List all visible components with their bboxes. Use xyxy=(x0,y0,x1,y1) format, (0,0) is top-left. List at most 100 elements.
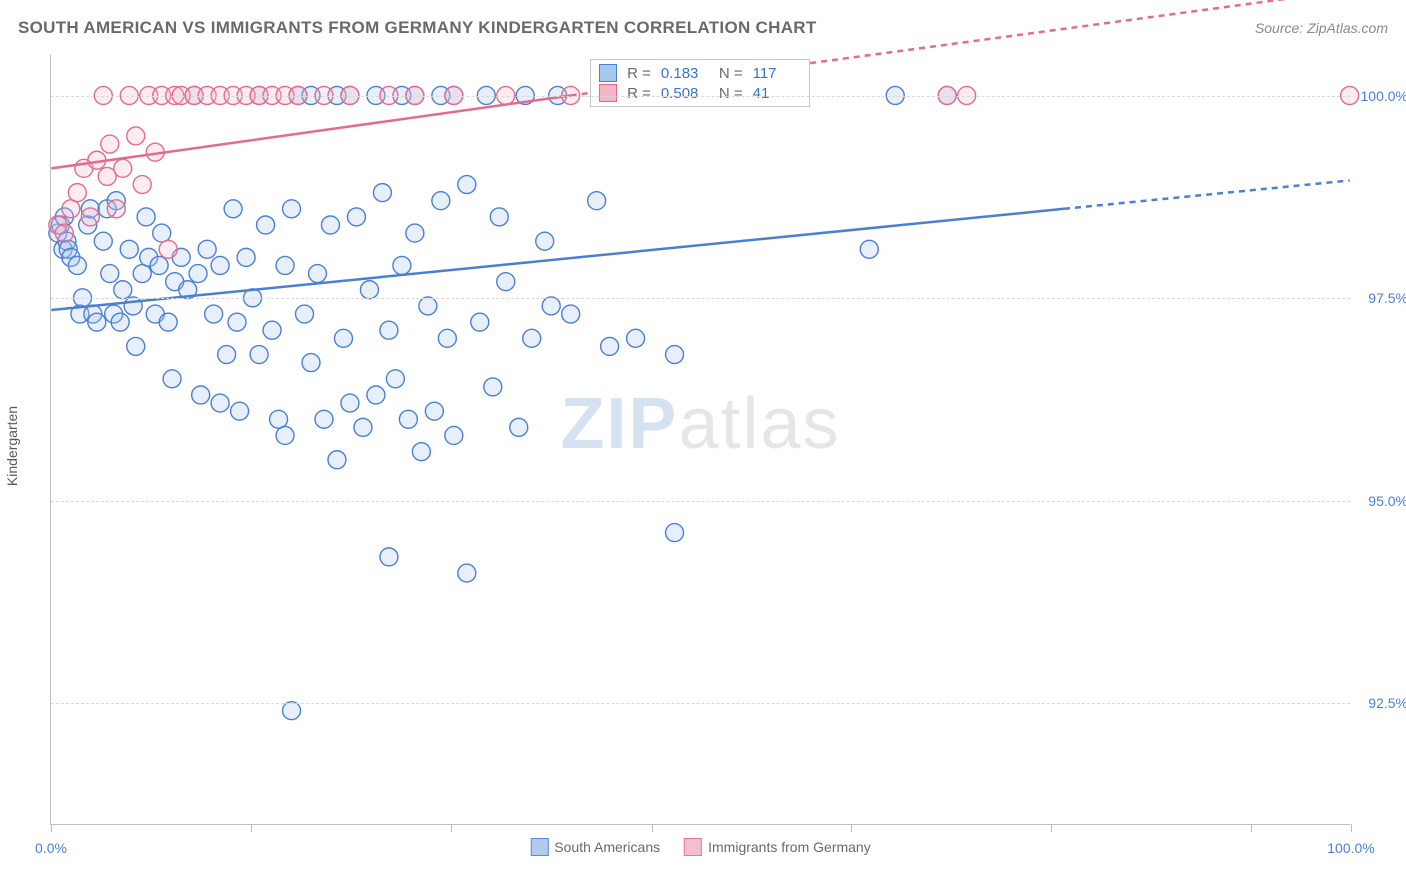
scatter-point xyxy=(211,256,229,274)
scatter-point xyxy=(380,548,398,566)
scatter-point xyxy=(412,443,430,461)
x-tick xyxy=(1351,824,1352,832)
legend-item: South Americans xyxy=(530,838,660,856)
scatter-point xyxy=(406,224,424,242)
scatter-point xyxy=(276,426,294,444)
scatter-point xyxy=(263,321,281,339)
scatter-point xyxy=(133,265,151,283)
scatter-point xyxy=(386,370,404,388)
scatter-point xyxy=(211,394,229,412)
x-tick xyxy=(451,824,452,832)
chart-source: Source: ZipAtlas.com xyxy=(1255,20,1388,36)
scatter-point xyxy=(127,127,145,145)
scatter-point xyxy=(114,159,132,177)
scatter-point xyxy=(666,524,684,542)
scatter-point xyxy=(228,313,246,331)
scatter-point xyxy=(860,240,878,258)
scatter-point xyxy=(334,329,352,347)
scatter-point xyxy=(562,305,580,323)
scatter-point xyxy=(367,386,385,404)
y-tick-label: 97.5% xyxy=(1356,290,1406,306)
scatter-point xyxy=(94,232,112,250)
gridline xyxy=(51,703,1350,704)
trend-line-dashed xyxy=(1064,180,1350,208)
stats-box: R =0.183N =117R =0.508N =41 xyxy=(590,59,810,107)
stats-swatch xyxy=(599,84,617,102)
scatter-point xyxy=(159,240,177,258)
scatter-point xyxy=(510,418,528,436)
scatter-point xyxy=(341,394,359,412)
scatter-point xyxy=(68,256,86,274)
x-tick xyxy=(851,824,852,832)
scatter-point xyxy=(588,192,606,210)
scatter-point xyxy=(189,265,207,283)
stats-n-label: N = xyxy=(719,65,743,82)
scatter-point xyxy=(88,313,106,331)
stats-row: R =0.183N =117 xyxy=(599,64,801,82)
scatter-point xyxy=(399,410,417,428)
stats-swatch xyxy=(599,64,617,82)
scatter-point xyxy=(218,346,236,364)
scatter-point xyxy=(432,192,450,210)
scatter-point xyxy=(666,346,684,364)
scatter-point xyxy=(296,305,314,323)
scatter-point xyxy=(438,329,456,347)
x-tick xyxy=(251,824,252,832)
scatter-point xyxy=(315,410,333,428)
scatter-point xyxy=(124,297,142,315)
scatter-point xyxy=(101,135,119,153)
scatter-point xyxy=(484,378,502,396)
gridline xyxy=(51,96,1350,97)
scatter-point xyxy=(159,313,177,331)
scatter-point xyxy=(127,337,145,355)
scatter-point xyxy=(68,184,86,202)
scatter-point xyxy=(153,224,171,242)
scatter-point xyxy=(81,208,99,226)
trend-line xyxy=(51,209,1064,310)
scatter-point xyxy=(458,176,476,194)
scatter-point xyxy=(224,200,242,218)
scatter-point xyxy=(425,402,443,420)
scatter-point xyxy=(380,321,398,339)
x-tick-label: 100.0% xyxy=(1327,840,1374,856)
scatter-point xyxy=(137,208,155,226)
scatter-point xyxy=(257,216,275,234)
scatter-point xyxy=(347,208,365,226)
scatter-point xyxy=(101,265,119,283)
scatter-point xyxy=(627,329,645,347)
stats-n-value: 41 xyxy=(753,85,801,102)
legend-swatch xyxy=(530,838,548,856)
scatter-point xyxy=(114,281,132,299)
x-tick xyxy=(1051,824,1052,832)
scatter-point xyxy=(458,564,476,582)
scatter-point xyxy=(205,305,223,323)
scatter-point xyxy=(536,232,554,250)
y-tick-label: 100.0% xyxy=(1356,88,1406,104)
gridline xyxy=(51,298,1350,299)
chart-header: SOUTH AMERICAN VS IMMIGRANTS FROM GERMAN… xyxy=(18,18,1388,38)
scatter-point xyxy=(373,184,391,202)
scatter-point xyxy=(198,240,216,258)
y-tick-label: 95.0% xyxy=(1356,493,1406,509)
scatter-point xyxy=(133,176,151,194)
scatter-point xyxy=(393,256,411,274)
scatter-point xyxy=(419,297,437,315)
y-axis-label: Kindergarten xyxy=(4,406,20,486)
x-tick xyxy=(51,824,52,832)
legend-label: South Americans xyxy=(554,839,660,855)
scatter-point xyxy=(231,402,249,420)
scatter-point xyxy=(354,418,372,436)
legend-bottom: South Americans Immigrants from Germany xyxy=(530,838,870,856)
stats-r-label: R = xyxy=(627,65,651,82)
scatter-point xyxy=(328,451,346,469)
scatter-point xyxy=(62,200,80,218)
x-tick-label: 0.0% xyxy=(35,840,67,856)
x-tick xyxy=(652,824,653,832)
scatter-point xyxy=(302,354,320,372)
legend-label: Immigrants from Germany xyxy=(708,839,871,855)
scatter-point xyxy=(111,313,129,331)
scatter-point xyxy=(542,297,560,315)
scatter-point xyxy=(276,256,294,274)
stats-r-value: 0.183 xyxy=(661,65,709,82)
scatter-point xyxy=(321,216,339,234)
